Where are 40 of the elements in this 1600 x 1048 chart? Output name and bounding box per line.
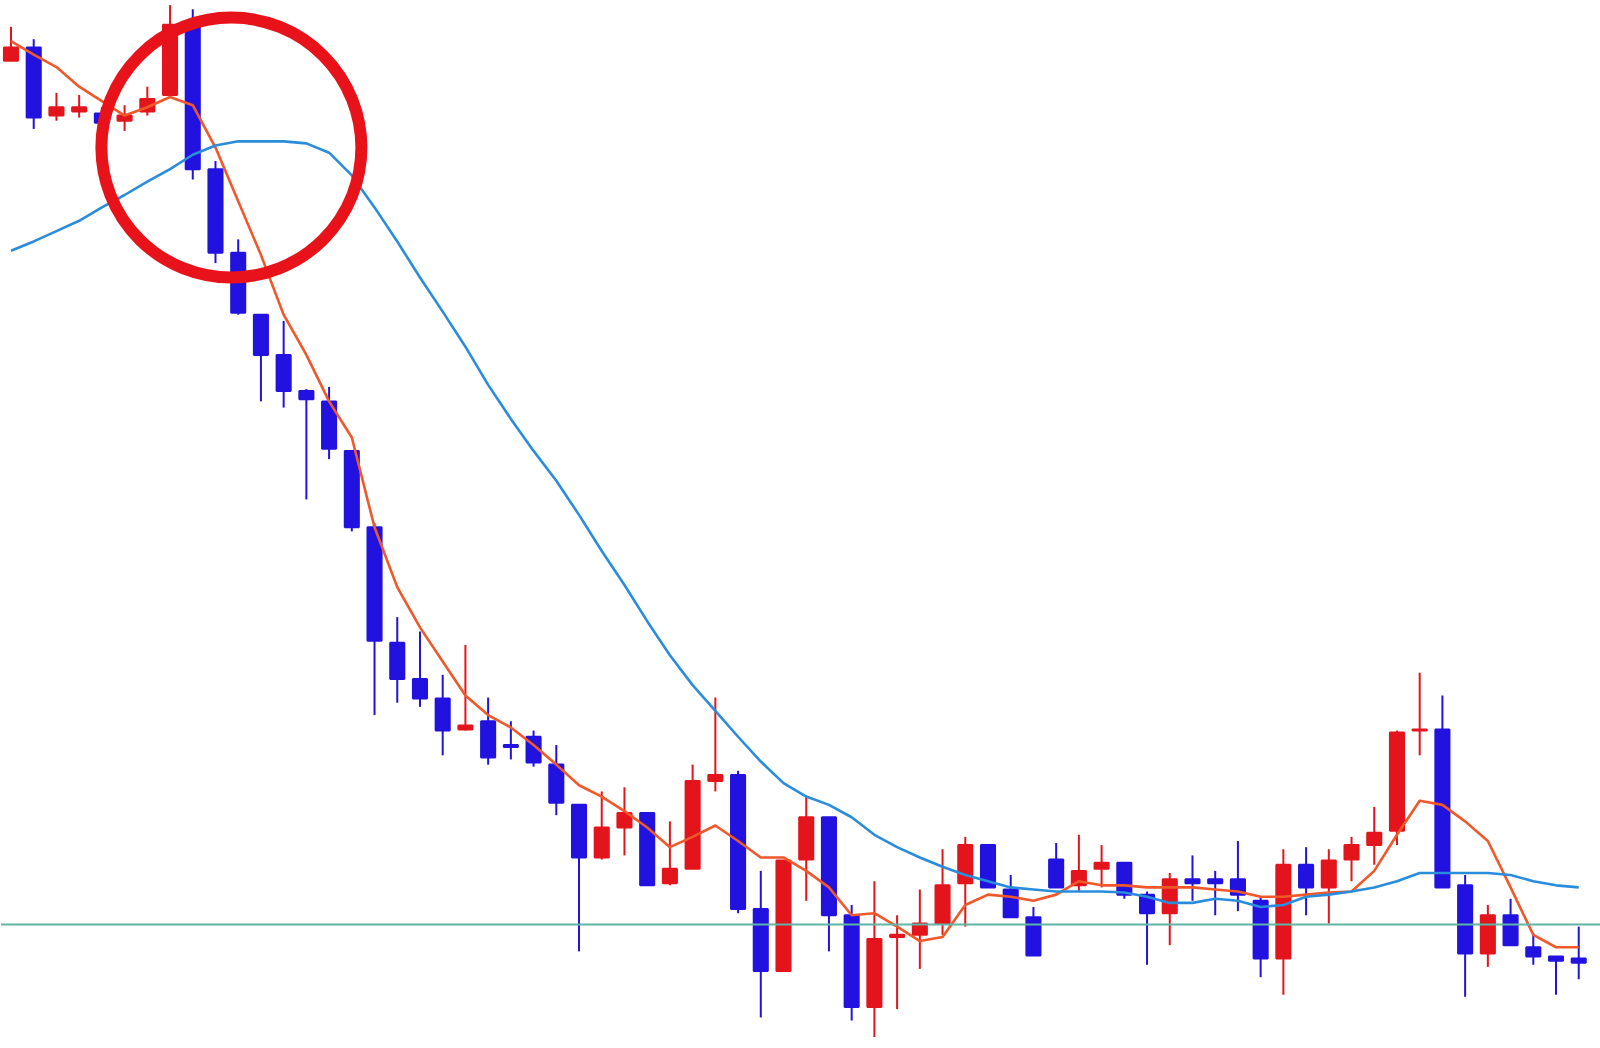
candlestick bbox=[116, 104, 133, 133]
candlestick bbox=[457, 643, 474, 732]
candlestick bbox=[707, 696, 724, 793]
candlestick bbox=[480, 696, 497, 766]
candlestick bbox=[1207, 869, 1224, 917]
candlestick bbox=[252, 313, 269, 403]
candlestick bbox=[71, 93, 88, 119]
candlestick bbox=[548, 744, 565, 817]
candlestick bbox=[1479, 903, 1496, 968]
candlestick bbox=[1547, 955, 1565, 996]
candlestick bbox=[434, 673, 451, 757]
candlestick bbox=[957, 835, 974, 928]
candlestick bbox=[1525, 931, 1542, 966]
candlestick bbox=[1048, 842, 1065, 889]
candlestick bbox=[798, 795, 815, 902]
candlestick bbox=[48, 91, 65, 122]
candlestick bbox=[1002, 874, 1019, 919]
candlestick bbox=[2, 25, 20, 62]
candlestick bbox=[1366, 805, 1383, 866]
candlestick bbox=[1025, 906, 1042, 957]
candlestick bbox=[661, 820, 678, 887]
candlestick bbox=[593, 790, 610, 861]
candlestick bbox=[298, 388, 315, 501]
candlestick bbox=[889, 914, 906, 1011]
candlestick bbox=[1093, 844, 1110, 889]
candlestick bbox=[934, 848, 951, 936]
candlestick bbox=[1502, 897, 1519, 947]
candlestick bbox=[1343, 835, 1360, 883]
candlestick bbox=[1320, 848, 1337, 925]
candlestick bbox=[389, 616, 406, 704]
candlestick bbox=[321, 385, 338, 461]
candlestick bbox=[1184, 854, 1201, 902]
candlestick bbox=[1570, 925, 1587, 981]
candlestick bbox=[1411, 671, 1428, 757]
candlestick bbox=[1298, 846, 1315, 917]
candlestick bbox=[616, 786, 633, 857]
candlestick bbox=[502, 720, 519, 761]
candlestick bbox=[275, 319, 292, 409]
candlestick bbox=[411, 630, 429, 708]
candlestick bbox=[979, 844, 997, 889]
